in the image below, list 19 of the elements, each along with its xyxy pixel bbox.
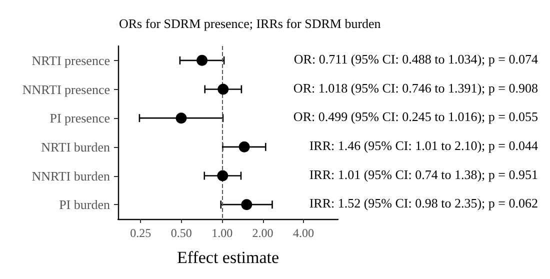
data-label: OR: 1.018 (95% CI: 0.746 to 1.391); p = 0.908 bbox=[293, 80, 538, 96]
x-tick-label: 0.25 bbox=[130, 226, 152, 240]
x-tick-label: 4.00 bbox=[292, 226, 314, 240]
y-tick-label: NRTI burden bbox=[41, 139, 110, 154]
x-axis-title: Effect estimate bbox=[176, 248, 280, 267]
y-tick-label: NNRTI presence bbox=[22, 82, 110, 97]
x-tick-label: 1.00 bbox=[212, 226, 233, 240]
y-tick-label: NRTI presence bbox=[32, 52, 110, 68]
x-tick-label: 2.00 bbox=[252, 226, 274, 240]
y-tick-label: PI burden bbox=[59, 197, 110, 212]
data-label: IRR: 1.52 (95% CI: 0.98 to 2.35); p = 0.062 bbox=[309, 196, 538, 211]
x-tick-label: 0.50 bbox=[170, 226, 192, 240]
data-label: OR: 0.499 (95% CI: 0.245 to 1.016); p = 0.055 bbox=[293, 109, 538, 124]
y-tick-label: PI presence bbox=[50, 110, 110, 126]
data-label: OR: 0.711 (95% CI: 0.488 to 1.034); p = 0.074 bbox=[294, 51, 538, 66]
chart-title: ORs for SDRM presence; IRRs for SDRM burden bbox=[119, 16, 382, 31]
y-tick-label: NNRTI burden bbox=[32, 168, 110, 184]
data-label: IRR: 1.46 (95% CI: 1.01 to 2.10); p = 0.044 bbox=[309, 138, 538, 153]
data-label: IRR: 1.01 (95% CI: 0.74 to 1.38); p = 0.951 bbox=[309, 166, 538, 182]
